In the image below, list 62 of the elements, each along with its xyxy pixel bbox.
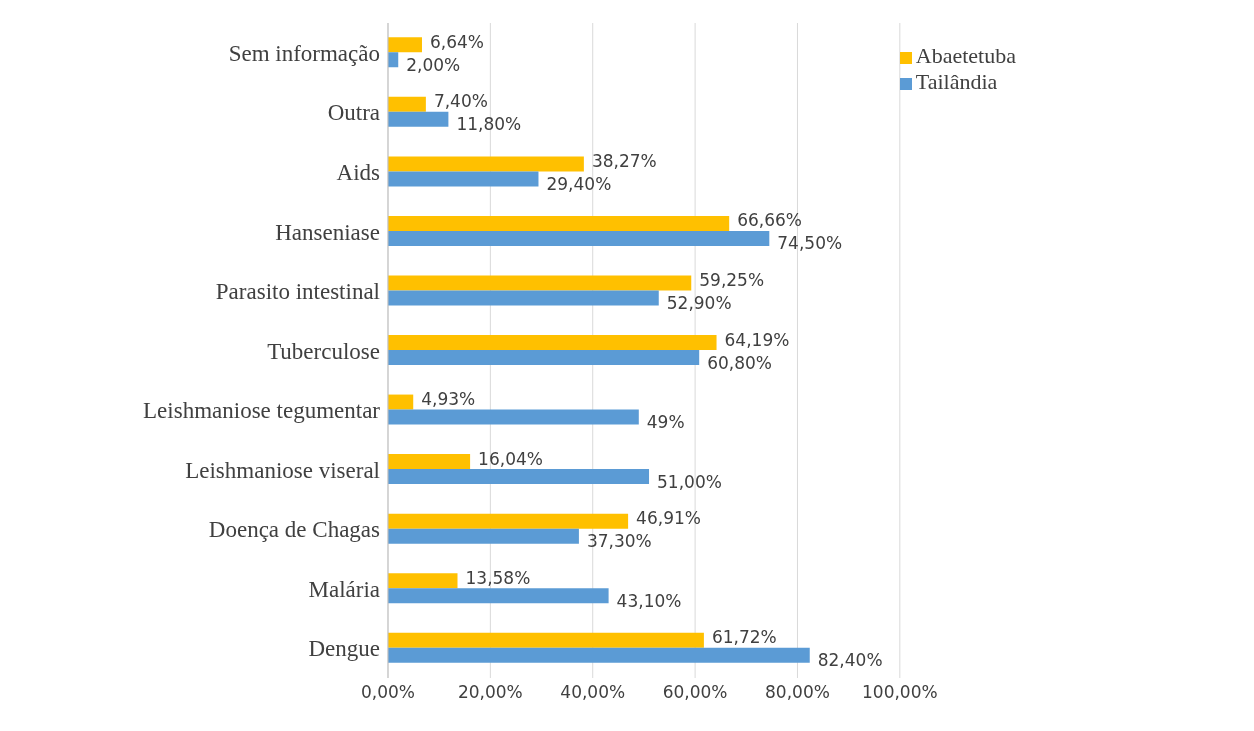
bar: [388, 290, 659, 306]
y-tick-label: Outra: [327, 100, 380, 126]
x-tick-label: 100,00%: [862, 682, 938, 703]
bar: [388, 588, 609, 604]
data-label: 38,27%: [591, 150, 657, 171]
y-tick-label: Malária: [308, 576, 380, 602]
data-label: 64,19%: [724, 329, 790, 350]
data-label: 16,04%: [478, 448, 543, 469]
bar: [388, 37, 422, 53]
bar: [388, 171, 539, 187]
data-label: 49%: [646, 412, 685, 433]
y-tick-label: Aids: [336, 160, 381, 186]
y-tick-label: Sem informação: [228, 40, 380, 66]
bar: [388, 394, 414, 410]
data-label: 74,50%: [777, 233, 843, 254]
y-tick-label: Dengue: [308, 636, 380, 662]
data-label: 46,91%: [636, 508, 701, 529]
bar: [388, 469, 650, 485]
bar: [388, 111, 449, 127]
y-tick-label: Tuberculose: [267, 338, 380, 364]
data-label: 61,72%: [711, 627, 777, 648]
data-label: 6,64%: [429, 31, 484, 52]
x-tick-label: 80,00%: [765, 682, 830, 703]
data-label: 60,80%: [707, 352, 773, 373]
x-tick-label: 20,00%: [457, 682, 523, 703]
x-tick-label: 0,00%: [360, 682, 416, 703]
bar: [388, 230, 770, 246]
legend-label: Abaetetuba: [915, 43, 1016, 68]
data-label: 4,93%: [421, 389, 476, 410]
data-label: 29,40%: [546, 173, 612, 194]
bar: [388, 573, 458, 589]
bar: [388, 275, 692, 291]
y-tick-label: Parasito intestinal: [215, 279, 380, 305]
x-tick-label: 40,00%: [560, 682, 626, 703]
data-label: 66,66%: [737, 210, 803, 231]
bar: [388, 156, 584, 172]
bar: [388, 647, 810, 663]
bar: [388, 528, 579, 544]
legend-label: Tailândia: [915, 69, 998, 94]
bar: [388, 335, 717, 351]
data-label: 37,30%: [586, 531, 652, 552]
bar: [388, 454, 471, 470]
bar: [388, 215, 730, 231]
data-label: 43,10%: [616, 590, 682, 611]
data-label: 7,40%: [433, 91, 488, 112]
bar: [388, 409, 639, 425]
y-tick-label: Leishmaniose viseral: [185, 457, 380, 483]
x-tick-label: 60,00%: [662, 682, 728, 703]
data-label: 52,90%: [666, 292, 732, 313]
data-label: 2,00%: [406, 54, 461, 75]
bar: [388, 513, 629, 529]
data-label: 11,80%: [456, 114, 522, 135]
data-label: 13,58%: [465, 567, 531, 588]
bar: [388, 96, 426, 112]
data-label: 59,25%: [699, 269, 765, 290]
y-tick-label: Hanseniase: [275, 219, 380, 245]
bar: [388, 632, 704, 648]
data-label: 82,40%: [817, 650, 883, 671]
y-tick-label: Leishmaniose tegumentar: [143, 398, 381, 424]
y-tick-label: Doença de Chagas: [208, 517, 381, 543]
bar: [388, 350, 700, 366]
data-label: 51,00%: [657, 471, 722, 492]
